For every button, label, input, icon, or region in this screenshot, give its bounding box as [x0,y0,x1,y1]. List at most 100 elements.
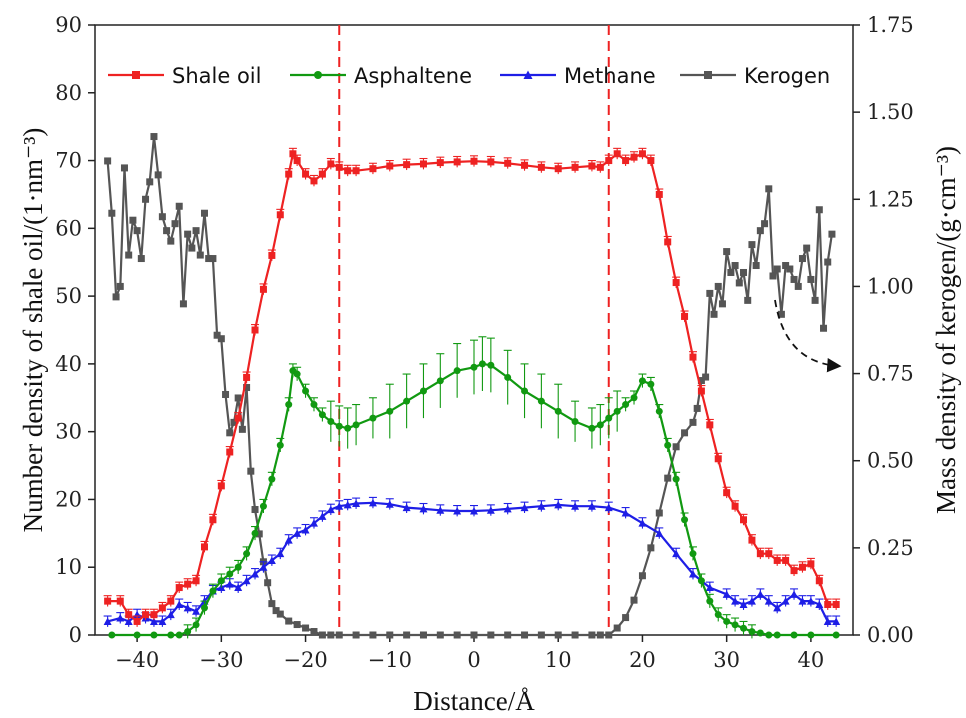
data-point [243,373,251,381]
data-point [234,583,243,592]
series-line [107,501,837,623]
data-point [335,163,343,171]
data-point [588,631,596,639]
data-point [226,429,234,437]
data-point [723,248,731,256]
x-tick-label: 20 [629,648,656,672]
data-point [259,502,267,510]
legend-label: Kerogen [744,64,830,88]
data-point [672,279,680,287]
data-point [588,424,596,432]
data-point [196,251,204,259]
x-tick-label: −10 [368,648,412,672]
legend-label: Methane [564,64,656,88]
data-point [179,300,187,308]
data-point [222,390,230,398]
data-point [268,600,276,608]
data-point [697,577,705,585]
data-point [622,157,630,165]
data-point [184,230,192,238]
data-point [133,631,141,639]
data-point [689,550,697,558]
data-point [681,312,689,320]
data-point [192,621,200,629]
data-point [150,631,158,639]
data-point [419,631,427,639]
data-point [806,597,815,605]
data-point [293,529,302,537]
data-point [537,397,545,405]
data-point [731,502,739,510]
data-point [697,387,705,395]
data-point [794,282,802,290]
data-point [587,502,596,510]
data-point [368,498,377,507]
data-point [192,577,200,585]
data-point [124,617,133,625]
data-point [731,262,739,270]
x-axis-title: Distance/Å [413,686,535,716]
data-point [255,530,263,538]
data-point [823,617,832,625]
data-point [327,160,335,168]
y-left-tick-label: 60 [55,216,82,240]
data-point [647,380,655,388]
data-point [824,258,832,266]
data-point [630,394,638,402]
data-point [259,285,267,293]
data-point [154,171,162,179]
data-point [116,614,125,622]
data-point [605,157,613,165]
data-point [272,607,280,615]
data-point [739,600,748,608]
data-point [604,503,613,512]
data-point [209,255,217,263]
data-point [723,489,731,497]
data-point [554,165,562,173]
data-point [798,563,806,571]
data-point [773,603,782,612]
data-point [352,167,360,175]
y-right-tick-label: 1.75 [867,13,914,37]
data-point [293,157,301,165]
data-point [369,631,377,639]
data-point [285,170,293,178]
data-point [436,377,444,385]
data-point [386,407,394,415]
data-point [655,190,663,198]
data-point [571,163,579,171]
data-point [769,272,777,280]
data-point [756,629,764,637]
data-point [824,601,832,608]
data-point [419,387,427,395]
data-point [251,570,260,578]
data-point [815,577,823,585]
data-point [689,353,697,361]
data-point [142,195,150,203]
data-point [243,384,251,392]
data-point [234,394,242,402]
data-point [103,617,112,625]
data-point [188,244,196,252]
data-point [200,209,208,217]
data-point [259,563,268,571]
data-point [740,516,748,524]
data-point [226,448,234,456]
data-point [369,414,377,422]
data-point [681,429,689,437]
data-point [175,584,183,592]
data-point [230,418,238,426]
data-point [142,611,150,619]
data-point [200,604,208,612]
data-point [723,617,731,625]
data-point [773,556,781,564]
data-point [276,610,284,618]
x-tick-label: −30 [199,648,243,672]
data-point [521,387,529,395]
data-point [807,631,815,639]
plot-frame [94,24,854,636]
data-point [807,275,815,283]
legend: Shale oil Asphaltene Methane Kerogen [108,64,830,88]
data-point [554,631,562,639]
